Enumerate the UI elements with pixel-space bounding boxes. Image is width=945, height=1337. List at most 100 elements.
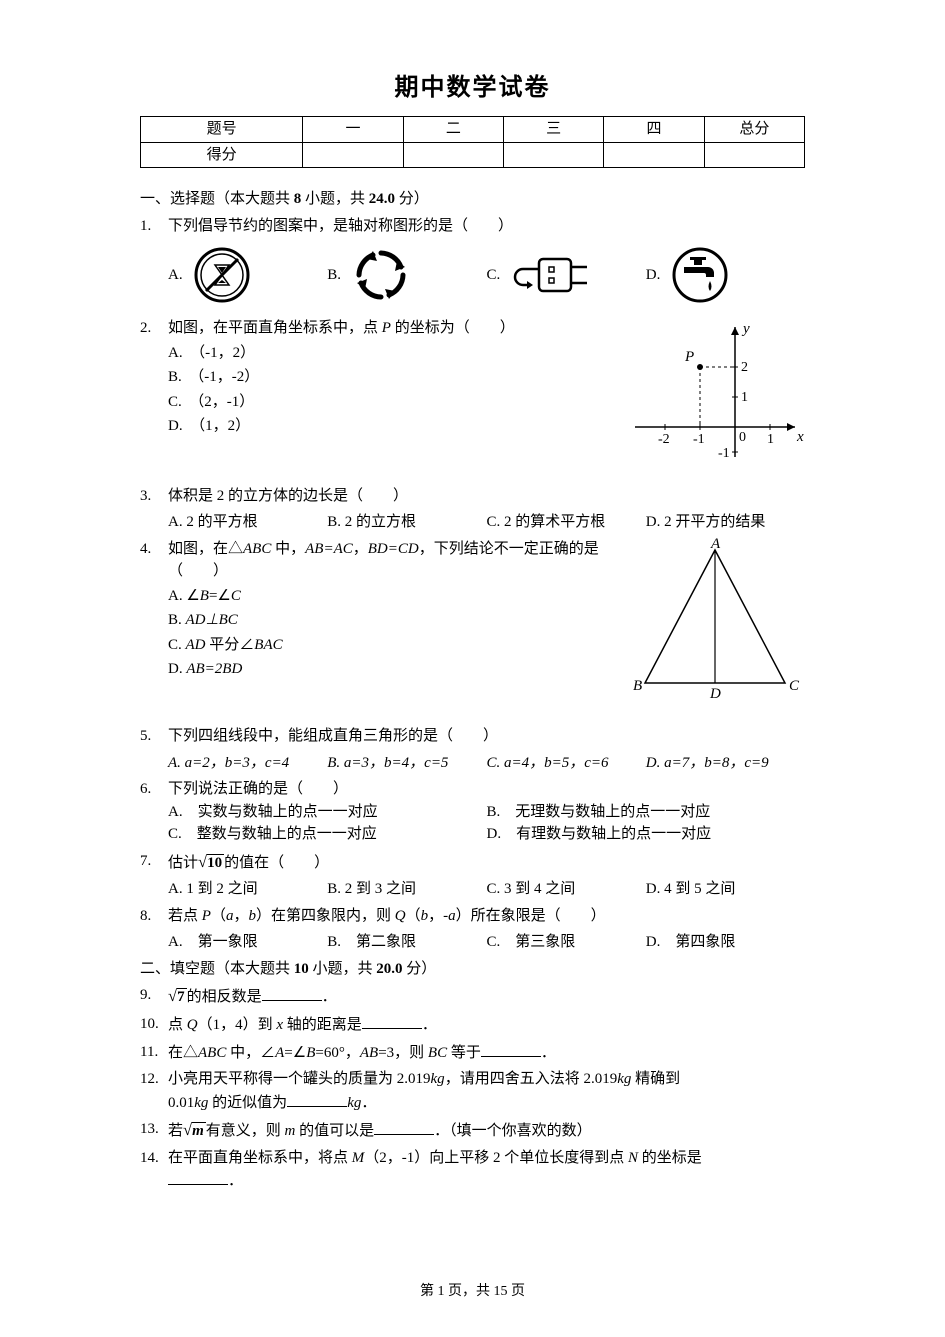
- q7-opt-b: B. 2 到 3 之间: [327, 878, 486, 901]
- q5-opt-a: A. a=2，b=3，c=4: [168, 752, 327, 775]
- q4-num: 4.: [140, 538, 168, 561]
- q12-kg4: kg: [347, 1095, 361, 1111]
- question-5: 5. 下列四组线段中，能组成直角三角形的是（ ） A. a=2，b=3，c=4 …: [140, 725, 805, 774]
- q10-num: 10.: [140, 1013, 168, 1036]
- q11-mid: 中，∠: [226, 1045, 275, 1061]
- q11-bc: BC: [428, 1045, 447, 1061]
- q8-body: 若点 P（a，b）在第四象限内，则 Q（b，-a）所在象限是（ ） A. 第一象…: [168, 905, 805, 954]
- q13-mid: 有意义，则: [206, 1123, 285, 1139]
- q14-post: 的坐标是: [638, 1150, 702, 1166]
- q12-1post: ，请用四舍五入法将 2.019: [445, 1071, 618, 1087]
- q6-text: 下列说法正确的是（ ）: [168, 778, 805, 801]
- label-y: y: [741, 321, 750, 337]
- q13-body: 若√m有意义，则 m 的值可以是．（填一个你喜欢的数）: [168, 1118, 805, 1143]
- q12-1pre: 小亮用天平称得一个罐头的质量为 2.019: [168, 1071, 431, 1087]
- exam-page: 期中数学试卷 题号 一 二 三 四 总分 得分 一、选择题（本大题共 8 小题，…: [0, 0, 945, 1337]
- q3-opt-b: B. 2 的立方根: [327, 511, 486, 534]
- q5-opt-b: B. a=3，b=4，c=5: [327, 752, 486, 775]
- q5-options: A. a=2，b=3，c=4 B. a=3，b=4，c=5 C. a=4，b=5…: [168, 752, 805, 775]
- tick-y-2: 2: [741, 360, 748, 375]
- q2-post: 的坐标为（ ）: [391, 320, 515, 336]
- tick-x-n1: -1: [693, 432, 705, 447]
- sec2-mid: 小题，共: [309, 961, 377, 977]
- sec1-suf: 分）: [395, 191, 429, 207]
- opt-label-a: A.: [168, 264, 192, 287]
- plug-icon: [511, 245, 591, 305]
- q9-period: ．: [322, 989, 337, 1005]
- q7-post: 的值在（ ）: [224, 855, 329, 871]
- question-8: 8. 若点 P（a，b）在第四象限内，则 Q（b，-a）所在象限是（ ） A. …: [140, 905, 805, 954]
- sec1-pre: 一、选择题（本大题共: [140, 191, 294, 207]
- q14-line2: ．: [168, 1169, 805, 1193]
- q11-eq: =∠: [284, 1045, 306, 1061]
- oa-c: C: [231, 588, 241, 604]
- td-empty: [403, 142, 503, 168]
- q13-rad: m: [192, 1122, 206, 1139]
- q8-na: -a: [443, 908, 456, 924]
- page-footer: 第 1 页，共 15 页: [0, 1281, 945, 1302]
- q2-opt-a: A. （-1，2）: [168, 342, 615, 365]
- q4-eq2: BD=CD: [368, 541, 419, 557]
- q8-rp1: ）: [256, 908, 271, 924]
- label-p: P: [684, 349, 694, 365]
- q1-num: 1.: [140, 215, 168, 238]
- q11-period: ．: [541, 1045, 556, 1061]
- q7-opt-a: A. 1 到 2 之间: [168, 878, 327, 901]
- question-13: 13. 若√m有意义，则 m 的值可以是．（填一个你喜欢的数）: [140, 1118, 805, 1143]
- q2-pre: 如图，在平面直角坐标系中，点: [168, 320, 382, 336]
- q1-body: 下列倡导节约的图案中，是轴对称图形的是（ ） A. B.: [168, 215, 805, 314]
- q13-num: 13.: [140, 1118, 168, 1141]
- lbl-c: C: [789, 678, 800, 694]
- q6-row1: A. 实数与数轴上的点一一对应 B. 无理数与数轴上的点一一对应: [168, 801, 805, 824]
- tick-y-1: 1: [741, 390, 748, 405]
- q2-options: A. （-1，2） B. （-1，-2） C. （2，-1） D. （1，2）: [168, 342, 615, 438]
- label-x: x: [796, 429, 804, 445]
- q12-kg2: kg: [617, 1071, 631, 1087]
- blank-field: [262, 985, 322, 1001]
- q11-abc: ABC: [198, 1045, 226, 1061]
- tick-x-1: 1: [767, 432, 774, 447]
- question-6: 6. 下列说法正确的是（ ） A. 实数与数轴上的点一一对应 B. 无理数与数轴…: [140, 778, 805, 846]
- q4-abc: ABC: [243, 541, 271, 557]
- q7-pre: 估计: [168, 855, 198, 871]
- question-1: 1. 下列倡导节约的图案中，是轴对称图形的是（ ） A. B.: [140, 215, 805, 314]
- od-pre: D.: [168, 661, 186, 677]
- blank-field: [362, 1013, 422, 1029]
- q6-opt-d: D. 有理数与数轴上的点一一对应: [487, 823, 806, 846]
- q10-period: ．: [422, 1017, 437, 1033]
- ob-pre: B.: [168, 612, 186, 628]
- question-12: 12. 小亮用天平称得一个罐头的质量为 2.019kg，请用四舍五入法将 2.0…: [140, 1068, 805, 1114]
- question-9: 9. √7的相反数是．: [140, 984, 805, 1009]
- q10-q: Q: [187, 1017, 198, 1033]
- q2-left: 如图，在平面直角坐标系中，点 P 的坐标为（ ） A. （-1，2） B. （-…: [168, 317, 615, 475]
- q8-lp1: （: [211, 908, 226, 924]
- q11-deg: =60°，: [315, 1045, 359, 1061]
- q5-text: 下列四组线段中，能组成直角三角形的是（ ）: [168, 725, 805, 748]
- sec2-count: 10: [294, 961, 309, 977]
- q4-opt-b: B. AD⊥BC: [168, 609, 615, 632]
- oa-b: B: [200, 588, 209, 604]
- q1-options: A. B.: [168, 245, 805, 305]
- q8-b2: b: [421, 908, 429, 924]
- oa-pre: A. ∠: [168, 588, 200, 604]
- q4-mid1: 中，: [271, 541, 305, 557]
- q7-body: 估计√10的值在（ ） A. 1 到 2 之间 B. 2 到 3 之间 C. 3…: [168, 850, 805, 901]
- q4-opt-d: D. AB=2BD: [168, 658, 615, 681]
- q8-post: 所在象限是（ ）: [471, 908, 606, 924]
- q12-2mid: 的近似值为: [208, 1095, 287, 1111]
- q11-ab: AB: [360, 1045, 378, 1061]
- lbl-a: A: [710, 538, 721, 552]
- q8-pre: 若点: [168, 908, 202, 924]
- lbl-b: B: [633, 678, 642, 694]
- q3-text: 体积是 2 的立方体的边长是（ ）: [168, 485, 805, 508]
- q8-opt-d: D. 第四象限: [646, 931, 805, 954]
- coordinate-plot-icon: P x y -2 -1 0 1 1 2 -1: [625, 317, 805, 467]
- q7-opt-c: C. 3 到 4 之间: [487, 878, 646, 901]
- q2-opt-b: B. （-1，-2）: [168, 366, 615, 389]
- q2-text: 如图，在平面直角坐标系中，点 P 的坐标为（ ）: [168, 317, 615, 340]
- q8-lp2: （: [406, 908, 421, 924]
- q12-kg1: kg: [431, 1071, 445, 1087]
- q1-opt-a: A.: [168, 245, 327, 305]
- oc-bac: BAC: [254, 637, 282, 653]
- q12-line2: 0.01kg 的近似值为kg．: [168, 1091, 805, 1115]
